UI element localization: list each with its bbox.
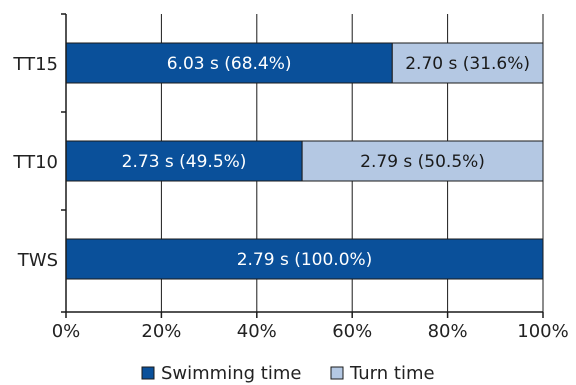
legend-label: Turn time bbox=[349, 363, 435, 384]
legend-swatch bbox=[330, 366, 344, 380]
x-tick-label: 60% bbox=[332, 321, 372, 342]
x-axis-ticks: 0% 20% 40% 60% 80% 100% bbox=[52, 312, 569, 342]
y-axis-categories: TT15 TT10 TWS bbox=[12, 54, 58, 271]
x-tick-label: 40% bbox=[237, 321, 277, 342]
bar-turn-tt10 bbox=[301, 140, 544, 182]
bar-data-label: 2.79 s (50.5%) bbox=[360, 152, 485, 172]
bar-swimming-tws bbox=[65, 238, 544, 280]
bar-data-label: 2.73 s (49.5%) bbox=[122, 152, 247, 172]
x-tick-label: 20% bbox=[141, 321, 181, 342]
category-label-tt10: TT10 bbox=[12, 152, 58, 173]
x-tick-label: 0% bbox=[52, 321, 81, 342]
axes bbox=[61, 13, 543, 313]
bar-swimming-tt10 bbox=[65, 140, 303, 182]
bar-swimming-tt15 bbox=[65, 42, 393, 84]
legend-swatch bbox=[141, 366, 155, 380]
category-label-tt15: TT15 bbox=[12, 54, 58, 75]
category-label-tws: TWS bbox=[17, 250, 58, 271]
bars: 6.03 s (68.4%) 2.70 s (31.6%) 2.73 s (49.5… bbox=[65, 42, 544, 280]
bar-data-label: 6.03 s (68.4%) bbox=[167, 54, 292, 74]
legend-label: Swimming time bbox=[161, 363, 301, 384]
x-tick-label: 100% bbox=[517, 321, 568, 342]
bar-turn-tt15 bbox=[391, 42, 544, 84]
bar-data-label: 2.70 s (31.6%) bbox=[405, 54, 530, 74]
x-tick-label: 80% bbox=[428, 321, 468, 342]
legend: Swimming time Turn time bbox=[141, 363, 435, 384]
bar-data-label: 2.79 s (100.0%) bbox=[237, 250, 373, 270]
